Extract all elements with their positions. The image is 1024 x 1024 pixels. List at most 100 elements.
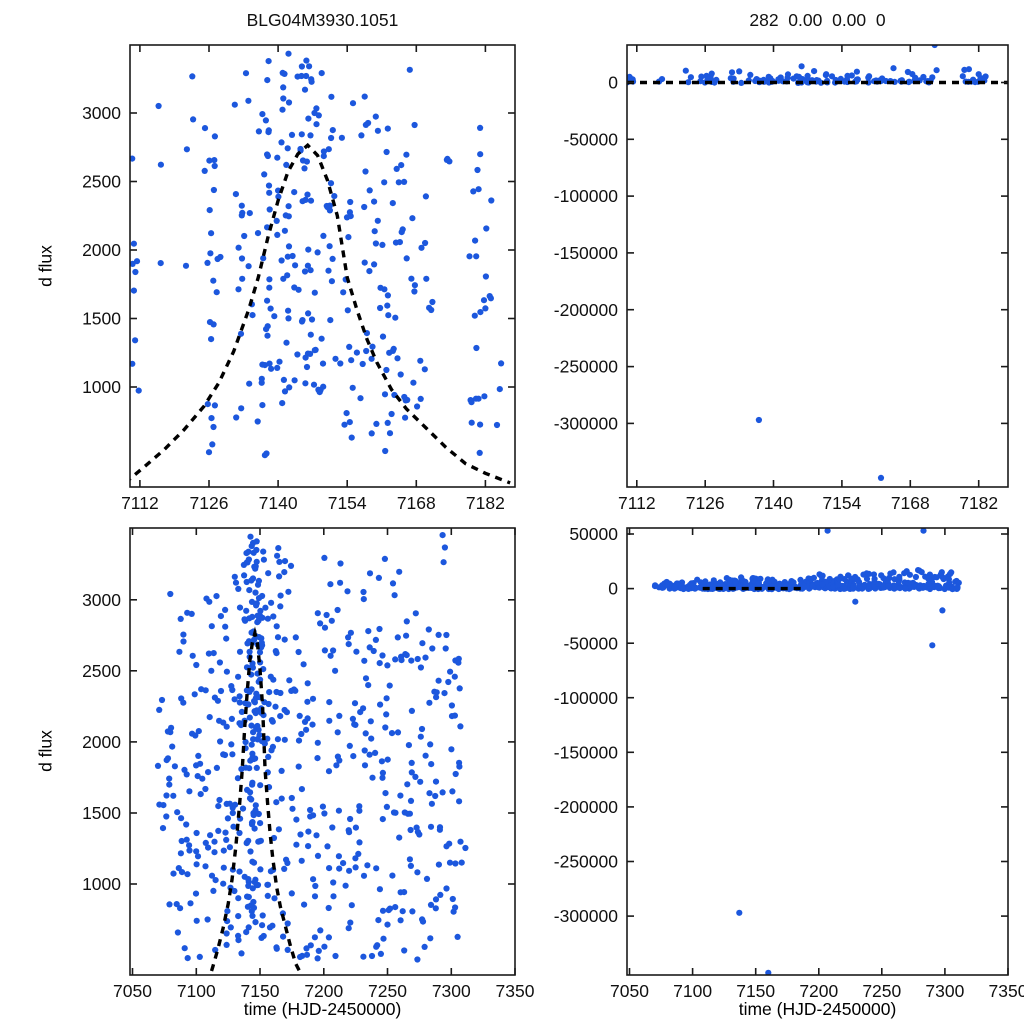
x-tick-label: 7100 [177,981,216,1001]
data-point [327,652,334,659]
data-point [266,689,273,696]
data-point [466,253,473,260]
data-point [248,796,255,803]
data-point [285,315,292,322]
data-point [278,257,285,264]
data-point [183,146,190,153]
data-point [194,853,202,860]
data-point [429,298,436,306]
y-tick-label: -250000 [554,852,618,872]
data-point [468,419,475,426]
data-point [309,695,317,702]
data-point [345,925,352,932]
outlier-point [736,909,743,916]
data-point [243,929,250,936]
data-point [965,66,973,73]
data-point [245,97,252,104]
data-point [404,781,411,788]
data-point [933,67,940,74]
data-point [238,212,245,219]
data-point [257,866,264,873]
data-point [845,572,852,579]
data-point [394,634,401,641]
data-point [948,569,955,576]
panel-title-residual-stats: 282 0.00 0.00 0 [749,10,886,30]
data-point [180,638,187,645]
data-point [391,592,398,599]
data-point [422,239,429,247]
data-point [264,323,271,330]
data-point [809,582,817,590]
data-point [210,423,217,431]
data-point [236,829,243,837]
data-point [260,255,267,262]
data-point [328,278,335,285]
y-tick-label: 1000 [82,874,121,894]
data-point [252,919,259,926]
data-point [366,268,373,275]
data-point [284,946,291,954]
data-point [395,179,402,186]
data-point [738,79,745,86]
data-point [284,253,291,260]
data-point [211,838,218,845]
data-point [366,751,373,758]
data-point [853,68,861,75]
data-point [223,635,230,642]
data-point [298,72,305,80]
data-point [347,919,354,926]
data-point [275,826,282,833]
data-point [245,876,252,883]
data-point [279,106,286,113]
data-point [376,886,383,893]
data-point [268,717,275,724]
data-point [408,275,415,282]
data-point [361,762,369,769]
data-point [482,273,489,280]
data-point [255,726,262,733]
data-point [658,76,666,83]
data-point [349,100,357,107]
data-point [157,161,164,168]
data-point [407,797,415,805]
data-point [289,805,296,812]
data-point [456,798,463,805]
data-point [371,261,378,268]
data-point [409,215,416,222]
data-point [235,286,242,293]
data-point [295,737,303,744]
data-point [211,849,218,856]
data-point [207,250,214,257]
data-point [281,227,288,234]
data-point [249,819,256,826]
data-point [301,268,309,275]
data-point [343,410,350,417]
data-point [305,310,312,317]
data-point [482,305,489,312]
data-point [370,647,377,655]
data-point [409,908,416,915]
data-point [181,766,188,774]
data-point [264,77,271,84]
data-point [283,161,290,168]
data-point [280,275,287,282]
data-point [212,877,219,884]
data-point [274,154,281,161]
data-point [374,127,381,134]
data-point [271,313,278,320]
data-point [417,664,424,671]
data-point [307,197,315,204]
data-point [292,634,299,641]
data-point [938,569,945,576]
data-point [349,384,356,391]
data-point [261,740,268,747]
data-point [180,699,187,706]
data-point [249,312,256,319]
data-point [245,701,252,708]
data-point [347,198,354,206]
data-point [205,769,212,776]
data-point [261,452,268,459]
data-point [320,148,327,155]
data-point [177,905,184,912]
data-point [342,882,349,889]
